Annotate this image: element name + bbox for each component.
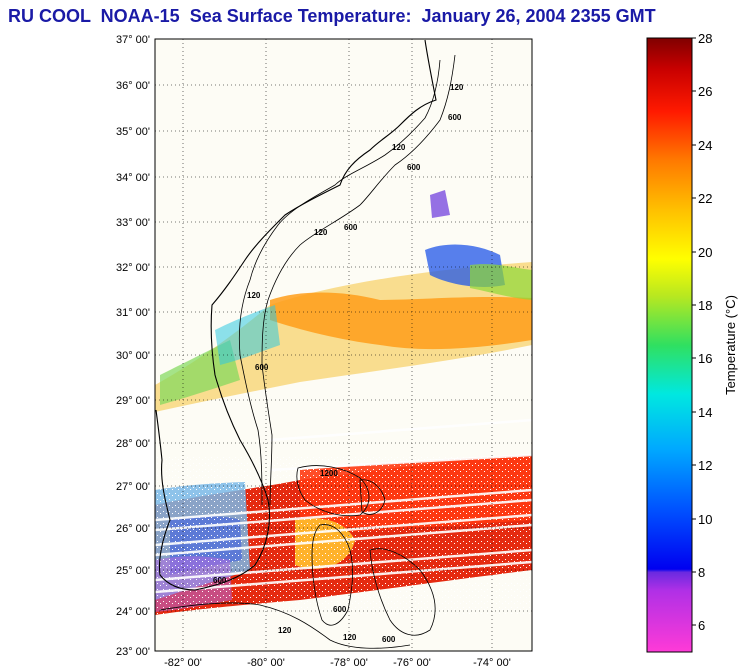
colorbar-tick-6: 6 bbox=[698, 618, 705, 633]
lat-label-30: 30° 00' bbox=[116, 350, 150, 362]
cuba-shelf bbox=[159, 602, 411, 649]
bahamas-bank-south bbox=[311, 524, 354, 626]
colorbar-tickmarks bbox=[692, 37, 696, 626]
lon-label-82: -82° 00' bbox=[164, 657, 202, 669]
lat-label-31: 31° 00' bbox=[116, 307, 150, 319]
sst-data-layer bbox=[155, 190, 532, 615]
lon-label-80: -80° 00' bbox=[247, 657, 285, 669]
lat-label-27: 27° 00' bbox=[116, 481, 150, 493]
map-frame bbox=[154, 38, 533, 652]
colorbar-tick-24: 24 bbox=[698, 138, 712, 153]
colorbar-label: Temperature (°C) bbox=[723, 295, 738, 395]
bahamas-bank-east bbox=[359, 479, 386, 515]
scan-gaps bbox=[155, 418, 532, 594]
contour-label-600-5: 600 bbox=[213, 576, 227, 585]
colorbar-tick-18: 18 bbox=[698, 298, 712, 313]
lon-label-78: -78° 00' bbox=[330, 657, 368, 669]
contour-label-600-7: 600 bbox=[333, 605, 347, 614]
map-panel: 120 600 120 600 120 600 120 600 600 1200… bbox=[116, 34, 533, 669]
contour-label-120-3: 120 bbox=[314, 228, 328, 237]
isobath-600 bbox=[261, 54, 456, 506]
bahamas-bank-north bbox=[296, 465, 370, 517]
lon-label-76: -76° 00' bbox=[393, 657, 431, 669]
colorbar-tick-20: 20 bbox=[698, 245, 712, 260]
contour-label-600-1: 600 bbox=[448, 113, 462, 122]
figure-title: RU COOL NOAA-15 Sea Surface Temperature:… bbox=[8, 6, 656, 26]
colorbar: 28 26 24 22 20 18 16 14 12 10 8 6 Temper… bbox=[646, 31, 738, 653]
lat-label-23: 23° 00' bbox=[116, 646, 150, 658]
colorbar-tick-28: 28 bbox=[698, 31, 712, 46]
colorbar-tick-14: 14 bbox=[698, 405, 712, 420]
colorbar-tick-12: 12 bbox=[698, 458, 712, 473]
lat-label-28: 28° 00' bbox=[116, 438, 150, 450]
colorbar-tick-22: 22 bbox=[698, 191, 712, 206]
colorbar-gradient bbox=[646, 37, 693, 653]
coastline bbox=[155, 39, 437, 591]
lat-label-24: 24° 00' bbox=[116, 606, 150, 618]
colorbar-tick-16: 16 bbox=[698, 351, 712, 366]
lat-label-35: 35° 00' bbox=[116, 126, 150, 138]
bahamas-bank-southeast bbox=[369, 548, 436, 636]
sst-speckle bbox=[155, 455, 532, 615]
contour-label-600-3: 600 bbox=[344, 223, 358, 232]
contour-label-600-2: 600 bbox=[407, 163, 421, 172]
contour-label-120-1: 120 bbox=[450, 83, 464, 92]
contour-labels: 120 600 120 600 120 600 120 600 600 1200… bbox=[213, 83, 464, 644]
contour-label-1200: 1200 bbox=[320, 469, 338, 478]
contour-label-120-2: 120 bbox=[392, 143, 406, 152]
lat-label-25: 25° 00' bbox=[116, 565, 150, 577]
contour-label-600-4: 600 bbox=[255, 363, 269, 372]
isobath-120 bbox=[238, 59, 441, 506]
lat-label-26: 26° 00' bbox=[116, 523, 150, 535]
longitude-axis: -82° 00' -80° 00' -78° 00' -76° 00' -74°… bbox=[164, 657, 511, 669]
contour-label-600-6: 600 bbox=[382, 635, 396, 644]
lat-label-34: 34° 00' bbox=[116, 172, 150, 184]
sst-patch-small-purple bbox=[430, 190, 450, 218]
colorbar-tick-26: 26 bbox=[698, 84, 712, 99]
colorbar-tick-10: 10 bbox=[698, 512, 712, 527]
sst-patch-green-north bbox=[470, 264, 532, 300]
lat-label-33: 33° 00' bbox=[116, 217, 150, 229]
latitude-axis: 37° 00' 36° 00' 35° 00' 34° 00' 33° 00' … bbox=[116, 34, 150, 658]
sst-patch-gulfstream-north bbox=[270, 292, 532, 350]
lon-label-74: -74° 00' bbox=[473, 657, 511, 669]
lat-label-32: 32° 00' bbox=[116, 262, 150, 274]
colorbar-tick-8: 8 bbox=[698, 565, 705, 580]
contour-label-120-5: 120 bbox=[278, 626, 292, 635]
lat-label-36: 36° 00' bbox=[116, 80, 150, 92]
lat-label-37: 37° 00' bbox=[116, 34, 150, 46]
bathymetry bbox=[159, 54, 456, 649]
contour-label-120-4: 120 bbox=[247, 291, 261, 300]
lat-label-29: 29° 00' bbox=[116, 395, 150, 407]
contour-label-120-6: 120 bbox=[343, 633, 357, 642]
us-coastline bbox=[155, 39, 437, 591]
